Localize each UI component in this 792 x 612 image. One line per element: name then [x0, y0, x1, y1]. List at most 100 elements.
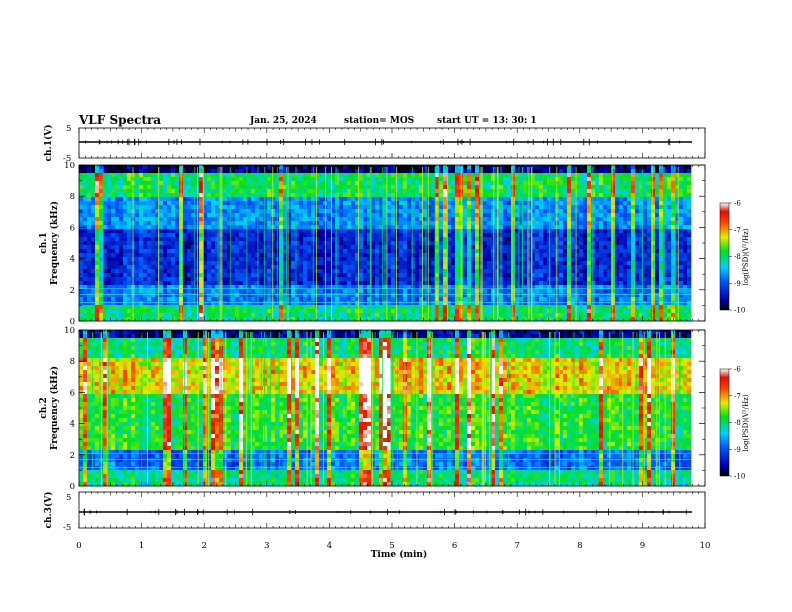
spectrogram-cell — [83, 225, 88, 230]
spectrogram-cell — [343, 189, 348, 194]
spectrogram-cell — [103, 197, 108, 202]
spectrogram-cell — [219, 249, 224, 254]
spectrogram-cell — [231, 237, 236, 242]
spectrogram-cell — [127, 237, 132, 242]
spectrogram-cell — [559, 237, 564, 242]
spectrogram-cell — [439, 293, 444, 298]
spectrogram-cell — [419, 297, 424, 302]
spectrogram-cell — [175, 237, 180, 242]
spectrogram-cell — [83, 313, 88, 318]
spectrogram-cell — [327, 297, 332, 302]
spectrogram-cell — [147, 317, 152, 322]
spectrogram-cell — [551, 233, 556, 238]
spectrogram-cell — [227, 197, 232, 202]
spectrogram-cell — [175, 309, 180, 314]
spectrogram-cell — [483, 193, 488, 198]
spectrogram-cell — [395, 225, 400, 230]
spectrogram-cell — [83, 237, 88, 242]
spectrogram-cell — [471, 237, 476, 242]
spectrogram-cell — [219, 221, 224, 226]
spectrogram-cell — [535, 213, 540, 218]
spectrogram-cell — [91, 245, 96, 250]
spectrogram-cell — [335, 193, 340, 198]
spectrogram-cell — [175, 285, 180, 290]
spectrogram-cell — [419, 169, 424, 174]
spectrogram-cell — [207, 261, 212, 266]
spectrogram-cell — [419, 293, 424, 298]
spectrogram-cell — [79, 181, 84, 186]
spectrogram-cell — [87, 277, 92, 282]
spectrogram-cell — [443, 201, 448, 206]
spectrogram-cell — [375, 181, 380, 186]
spectrogram-cell — [467, 293, 472, 298]
spectrogram-cell — [531, 233, 536, 238]
spectrogram-cell — [435, 233, 440, 238]
spectrogram-cell — [367, 177, 372, 182]
spectrogram-cell — [411, 249, 416, 254]
spectrogram-cell — [103, 277, 108, 282]
spectrogram-cell — [435, 177, 440, 182]
spectrogram-cell — [231, 297, 236, 302]
spectrogram-cell — [175, 185, 180, 190]
spectrogram-cell — [295, 173, 300, 178]
spectrogram-cell — [215, 273, 220, 278]
spectrogram-cell — [279, 245, 284, 250]
spectrogram-cell — [435, 293, 440, 298]
spectrogram-cell — [139, 289, 144, 294]
spectrogram-cell — [123, 301, 128, 306]
spectrogram-cell — [483, 213, 488, 218]
spectrogram-cell — [303, 285, 308, 290]
spectrogram-cell — [519, 165, 524, 170]
spectrogram-cell — [123, 305, 128, 310]
spectrogram-cell — [411, 273, 416, 278]
spectrogram-cell — [107, 249, 112, 254]
spectrogram-cell — [343, 197, 348, 202]
spectrogram-cell — [539, 189, 544, 194]
spectrogram-cell — [87, 173, 92, 178]
spectrogram-cell — [283, 257, 288, 262]
spectrogram-cell — [215, 261, 220, 266]
spectrogram-cell — [523, 201, 528, 206]
spectrogram-cell — [319, 221, 324, 226]
spectrogram-cell — [367, 201, 372, 206]
spectrogram-cell — [403, 297, 408, 302]
spectrogram-cell — [343, 193, 348, 198]
spectrogram-cell — [183, 165, 188, 170]
spectrogram-cell — [111, 277, 116, 282]
spectrogram-cell — [299, 233, 304, 238]
spectrogram-cell — [267, 257, 272, 262]
spectrogram-cell — [475, 265, 480, 270]
spectrogram-cell — [379, 281, 384, 286]
spectrogram-cell — [467, 177, 472, 182]
spectrogram-cell — [215, 241, 220, 246]
spectrogram-cell — [503, 257, 508, 262]
spectrogram-cell — [327, 277, 332, 282]
spectrogram-cell — [539, 225, 544, 230]
spectrogram-cell — [403, 169, 408, 174]
spectrogram-cell — [343, 237, 348, 242]
spectrogram-cell — [379, 205, 384, 210]
spectrogram-cell — [419, 213, 424, 218]
spectrogram-cell — [147, 205, 152, 210]
spectrogram-cell — [415, 197, 420, 202]
spectrogram-cell — [147, 229, 152, 234]
spectrogram-cell — [503, 309, 508, 314]
spectrogram-cell — [463, 165, 468, 170]
spectrogram-cell — [267, 217, 272, 222]
spectrogram-cell — [107, 277, 112, 282]
spectrogram-cell — [163, 209, 168, 214]
spectrogram-cell — [427, 253, 432, 258]
spectrogram-cell — [83, 181, 88, 186]
spectrogram-cell — [175, 289, 180, 294]
spectrogram-cell — [215, 281, 220, 286]
spectrogram-cell — [359, 281, 364, 286]
spectrogram-cell — [147, 209, 152, 214]
spectrogram-cell — [159, 301, 164, 306]
spectrogram-cell — [87, 181, 92, 186]
spectrogram-cell — [503, 245, 508, 250]
spectrogram-cell — [107, 181, 112, 186]
spectrogram-cell — [175, 305, 180, 310]
spectrogram-cell — [263, 253, 268, 258]
spectrogram-cell — [119, 289, 124, 294]
spectrogram-cell — [403, 213, 408, 218]
